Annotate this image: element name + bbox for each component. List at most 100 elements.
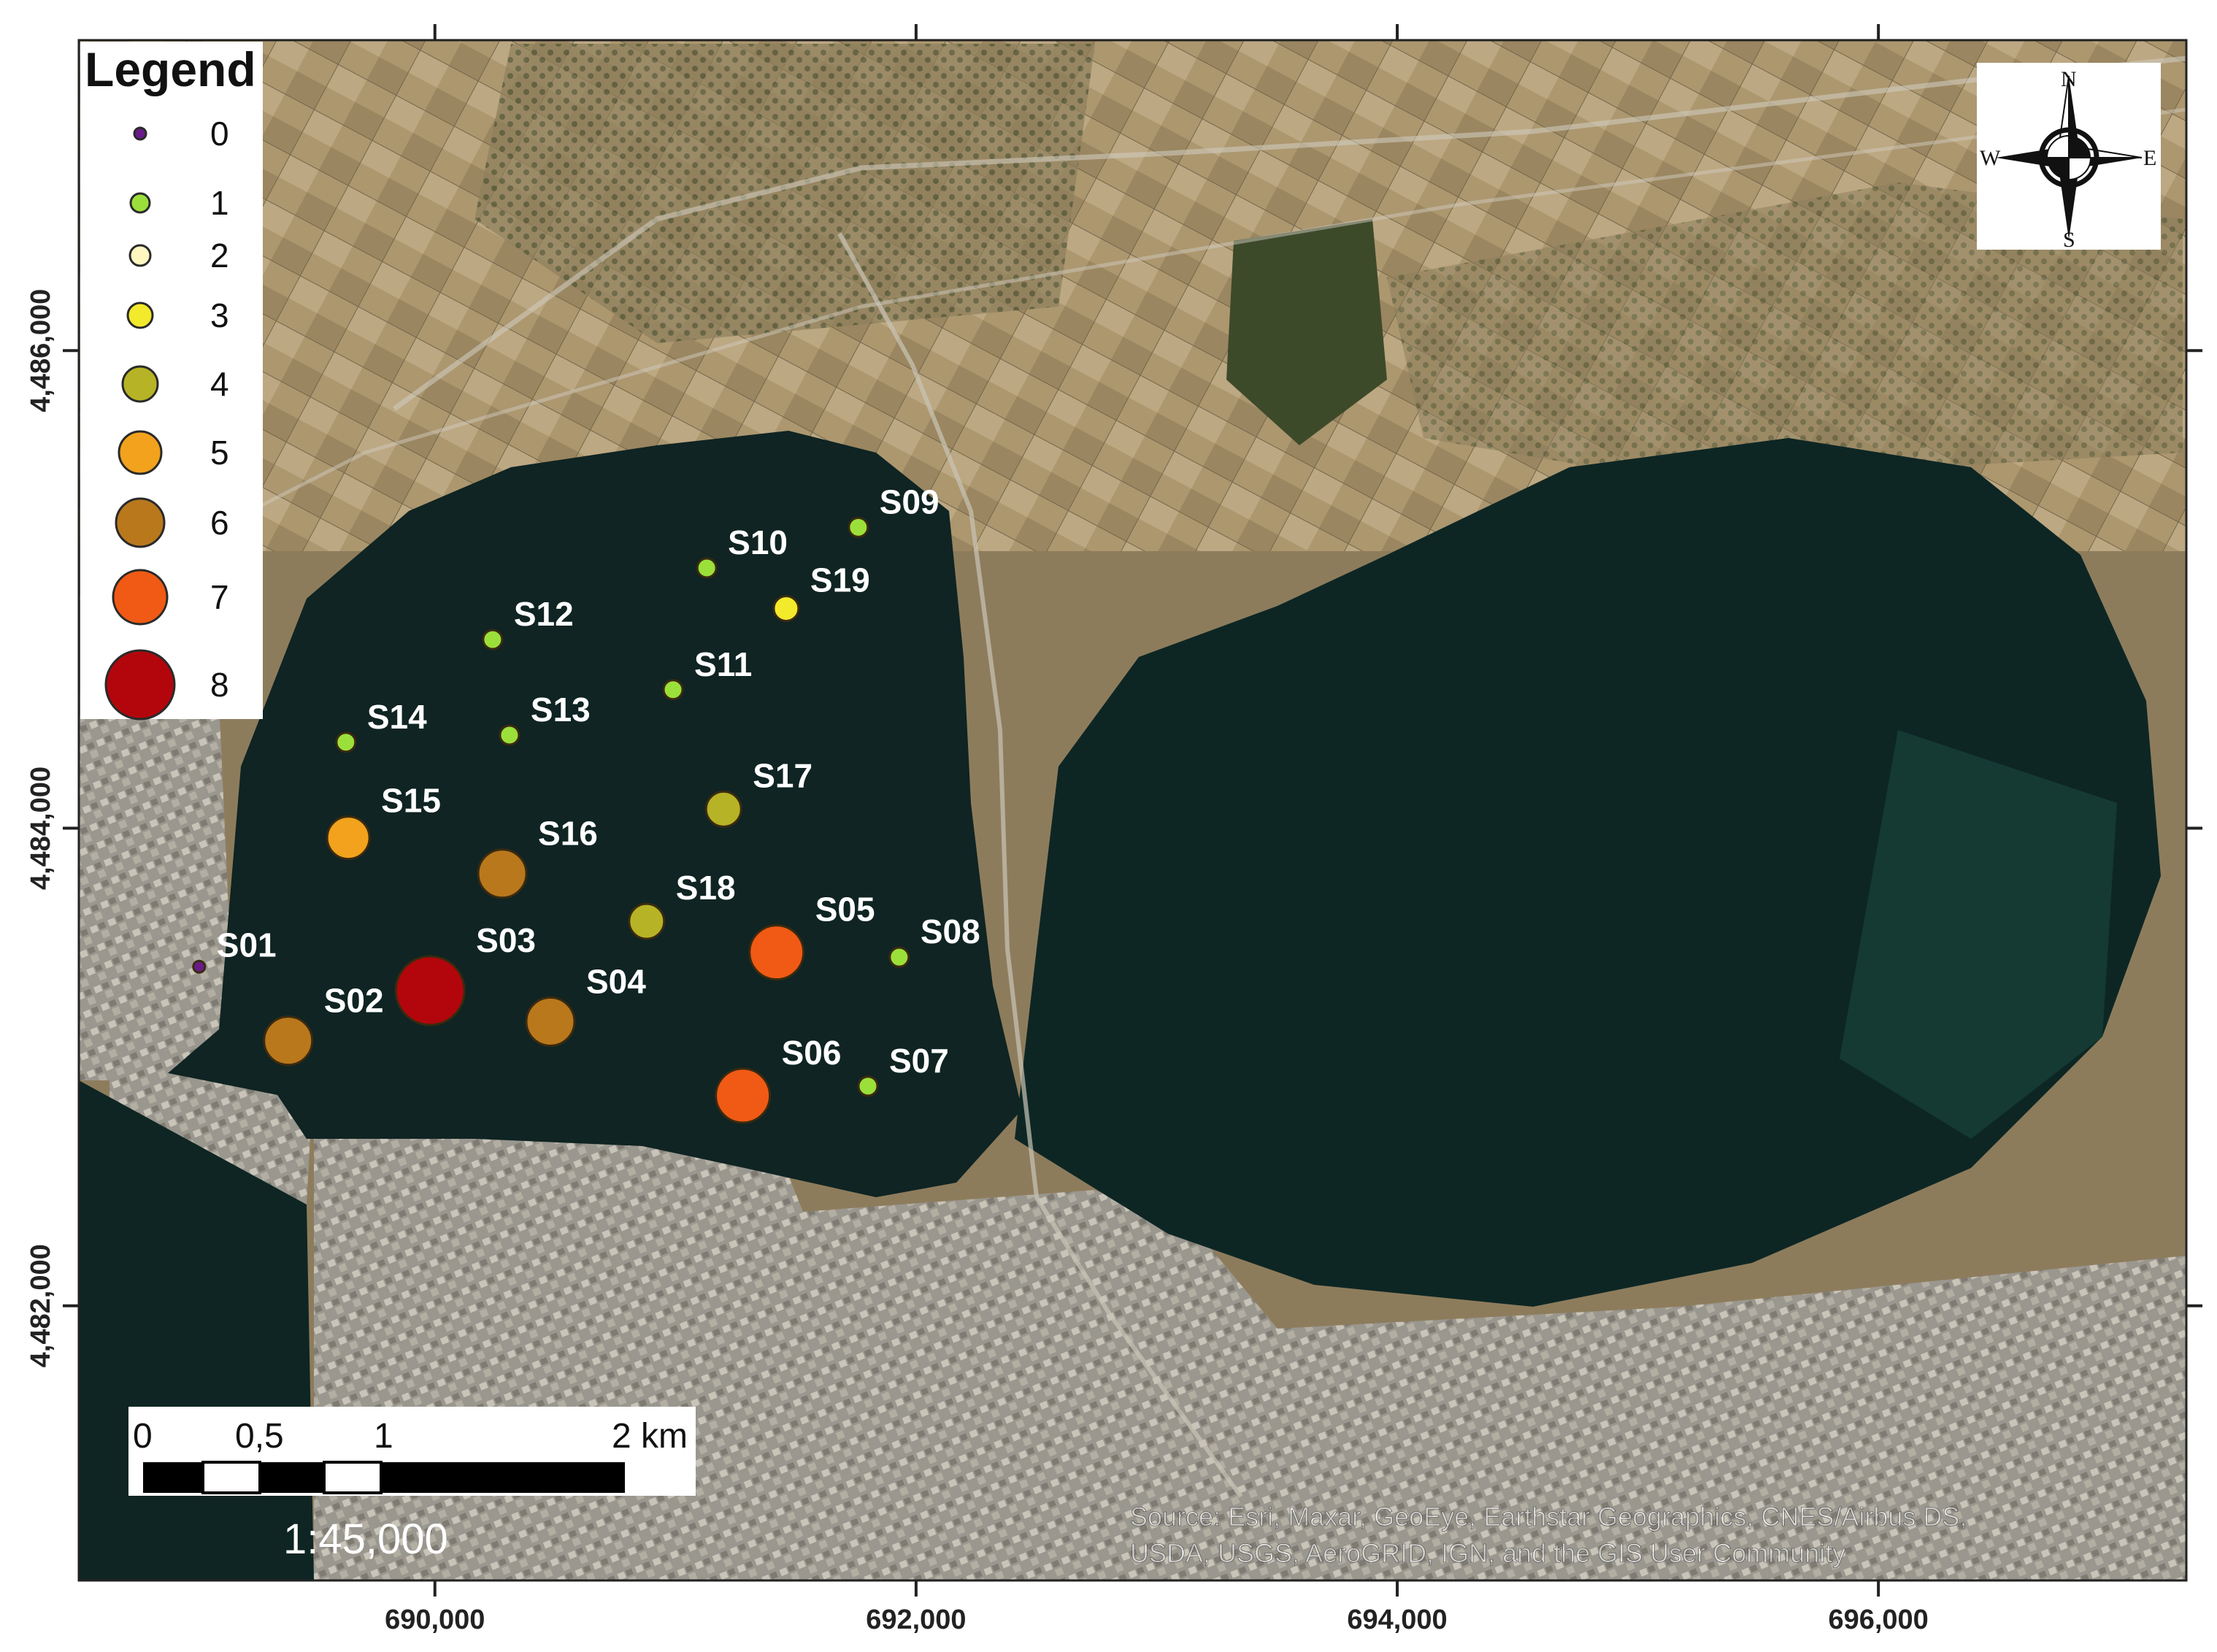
station-marker-s07[interactable] bbox=[857, 1075, 879, 1097]
coordinate-axes: 690,000 692,000 694,000 696,000 4,482,000 4,4… bbox=[26, 24, 2202, 1635]
attribution-line-1: Source: Esri, Maxar, GeoEye, Earthstar G… bbox=[1130, 1502, 1967, 1532]
x-tick-label: 696,000 bbox=[1828, 1605, 1928, 1635]
station-label-s15: S15 bbox=[381, 782, 441, 820]
station-marker-s14[interactable] bbox=[335, 731, 357, 753]
scale-segment bbox=[323, 1461, 383, 1494]
legend-symbol-7 bbox=[112, 569, 169, 626]
scale-label-0: 0 bbox=[133, 1417, 153, 1456]
scale-label-1: 1 bbox=[374, 1417, 393, 1456]
station-label-s16: S16 bbox=[538, 815, 598, 853]
highway bbox=[392, 55, 2186, 411]
legend-symbol-1 bbox=[129, 192, 151, 214]
station-marker-s11[interactable] bbox=[662, 679, 684, 701]
legend-label-0: 0 bbox=[210, 115, 229, 153]
station-marker-s08[interactable] bbox=[888, 946, 910, 968]
legend-symbol-0 bbox=[133, 126, 147, 141]
station-label-s03: S03 bbox=[476, 921, 536, 959]
olive-groves bbox=[1387, 183, 2183, 482]
attribution-line-2: USDA, USGS, AeroGRID, IGN, and the GIS U… bbox=[1130, 1538, 1845, 1568]
west-label: W bbox=[1980, 146, 2001, 170]
station-label-s01: S01 bbox=[217, 926, 277, 964]
station-marker-s05[interactable] bbox=[748, 924, 805, 981]
scale-segment bbox=[260, 1462, 324, 1493]
x-tick-label: 692,000 bbox=[866, 1605, 966, 1635]
pine-forest bbox=[1226, 219, 1387, 445]
station-label-s13: S13 bbox=[531, 691, 591, 729]
north-arrow: N S E W bbox=[1977, 63, 2161, 252]
station-label-s06: S06 bbox=[782, 1034, 842, 1072]
x-tick-label: 690,000 bbox=[385, 1605, 485, 1635]
station-marker-s03[interactable] bbox=[394, 955, 466, 1026]
legend-label-4: 4 bbox=[210, 365, 229, 403]
legend-label-2: 2 bbox=[210, 237, 229, 274]
railway bbox=[837, 232, 1243, 1498]
station-marker-s19[interactable] bbox=[772, 595, 800, 623]
legend-title: Legend bbox=[85, 42, 256, 96]
legend-label-1: 1 bbox=[210, 184, 229, 222]
north-label: N bbox=[2061, 67, 2077, 91]
station-label-s04: S04 bbox=[586, 963, 646, 1001]
compass-rose-icon bbox=[1996, 75, 2143, 239]
station-label-s17: S17 bbox=[753, 756, 812, 794]
station-label-s14: S14 bbox=[367, 698, 427, 736]
station-marker-s04[interactable] bbox=[525, 996, 576, 1048]
highway bbox=[79, 107, 2186, 601]
mar-piccolo-second-inlet bbox=[1015, 438, 2161, 1307]
urban-south bbox=[314, 1139, 2186, 1580]
legend-symbol-5 bbox=[118, 430, 163, 475]
station-points: S01 S02 S03 S04 S05 S06 S07 S08 S09 S10 S11 S12 S13 S… bbox=[192, 483, 980, 1124]
legend-symbol-3 bbox=[126, 301, 154, 329]
station-label-s19: S19 bbox=[810, 561, 870, 599]
legend-label-3: 3 bbox=[210, 296, 229, 334]
shallow-water bbox=[1840, 730, 2117, 1139]
y-tick-label: 4,486,000 bbox=[26, 289, 56, 412]
legend-items: 0 1 2 3 4 5 6 7 8 bbox=[104, 115, 229, 721]
station-marker-s09[interactable] bbox=[848, 516, 869, 538]
station-label-s11: S11 bbox=[694, 645, 752, 683]
scale-label-0-5: 0,5 bbox=[235, 1417, 284, 1456]
station-marker-s18[interactable] bbox=[628, 902, 666, 940]
legend-label-6: 6 bbox=[210, 504, 229, 542]
station-label-s07: S07 bbox=[889, 1042, 949, 1080]
station-label-s18: S18 bbox=[676, 869, 736, 907]
legend-symbol-2 bbox=[128, 244, 152, 267]
y-tick-label: 4,484,000 bbox=[26, 767, 56, 890]
legend-box bbox=[80, 42, 263, 719]
legend-symbol-6 bbox=[115, 497, 166, 548]
legend-label-5: 5 bbox=[210, 434, 229, 472]
station-marker-s02[interactable] bbox=[263, 1015, 314, 1067]
station-marker-s15[interactable] bbox=[326, 815, 371, 861]
scale-segment bbox=[381, 1462, 625, 1493]
scale-bar: 0 0,5 1 2 km 1:45,000 bbox=[128, 1407, 696, 1563]
east-label: E bbox=[2143, 146, 2156, 170]
scale-ratio: 1:45,000 bbox=[283, 1515, 448, 1563]
station-marker-s12[interactable] bbox=[482, 629, 504, 650]
legend-label-8: 8 bbox=[210, 666, 229, 704]
scale-label-2km: 2 km bbox=[612, 1417, 688, 1456]
station-marker-s01[interactable] bbox=[192, 959, 207, 974]
south-label: S bbox=[2063, 228, 2075, 252]
x-tick-label: 694,000 bbox=[1347, 1605, 1447, 1635]
station-label-s08: S08 bbox=[921, 913, 980, 950]
attribution: Source: Esri, Maxar, GeoEye, Earthstar G… bbox=[1130, 1502, 1967, 1569]
station-marker-s06[interactable] bbox=[715, 1067, 772, 1124]
legend: Legend 0 1 2 3 4 5 6 7 8 bbox=[80, 42, 263, 721]
station-marker-s10[interactable] bbox=[696, 557, 718, 579]
station-label-s02: S02 bbox=[324, 982, 384, 1020]
station-label-s05: S05 bbox=[815, 891, 875, 929]
olive-groves bbox=[474, 44, 1095, 343]
station-label-s09: S09 bbox=[880, 483, 940, 520]
legend-symbol-4 bbox=[121, 365, 159, 403]
mar-piccolo-first-inlet bbox=[168, 431, 1022, 1197]
legend-symbol-8 bbox=[104, 649, 176, 721]
scale-segment bbox=[143, 1462, 203, 1493]
station-marker-s17[interactable] bbox=[704, 790, 742, 828]
scale-segment bbox=[201, 1461, 261, 1494]
station-label-s12: S12 bbox=[514, 595, 574, 633]
station-label-s10: S10 bbox=[728, 523, 788, 561]
map-frame bbox=[77, 39, 2188, 1582]
map-canvas[interactable] bbox=[79, 40, 2186, 1580]
station-marker-s16[interactable] bbox=[477, 848, 528, 899]
station-marker-s13[interactable] bbox=[499, 724, 520, 746]
